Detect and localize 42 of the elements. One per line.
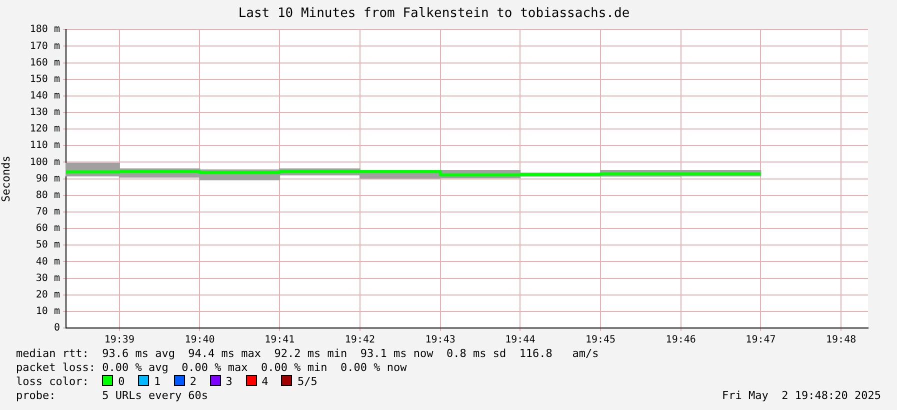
text: 5/5 — [297, 375, 318, 388]
text: loss color: — [16, 375, 90, 388]
text: 1 — [154, 375, 162, 388]
text: probe: 5 URLs every 60s — [16, 389, 208, 402]
text: 2 — [190, 375, 198, 388]
y-tick-label: 150 m — [30, 74, 60, 85]
x-tick-label: 19:40 — [184, 334, 215, 346]
y-tick-label: 170 m — [30, 40, 60, 52]
y-tick-label: 20 m — [36, 289, 60, 300]
y-tick-label: 10 m — [36, 306, 60, 318]
y-tick-label: 130 m — [30, 107, 60, 118]
x-tick-label: 19:45 — [585, 334, 616, 346]
x-tick-label: 19:48 — [826, 334, 856, 346]
y-tick-label: 70 m — [36, 206, 60, 218]
y-tick-label: 160 m — [30, 57, 60, 68]
text: Fri May 2 19:48:20 2025 — [722, 389, 881, 402]
x-tick-label: 19:39 — [104, 334, 134, 346]
x-tick-label: 19:44 — [505, 334, 536, 346]
y-tick-label: 40 m — [36, 256, 60, 268]
text: 0 — [118, 375, 126, 388]
x-tick-label: 19:43 — [425, 334, 456, 346]
text: packet loss: 0.00 % avg 0.00 % max 0.00 % min 0.00 % now — [16, 361, 407, 374]
y-tick-label: 140 m — [30, 90, 60, 102]
x-tick-label: 19:41 — [264, 334, 295, 346]
y-tick-label: 90 m — [36, 173, 60, 184]
y-tick-label: 50 m — [36, 240, 60, 251]
y-tick-label: 60 m — [36, 223, 60, 234]
x-tick-label: 19:46 — [666, 334, 696, 346]
chart-title: Last 10 Minutes from Falkenstein to tobiassachs.de — [238, 6, 630, 22]
y-tick-label: 120 m — [30, 124, 60, 135]
y-axis-title: Seconds — [0, 156, 12, 202]
text: 3 — [226, 375, 234, 388]
y-tick-label: 0 — [54, 322, 60, 334]
y-tick-label: 30 m — [36, 272, 60, 284]
text: median rtt: 93.6 ms avg 94.4 ms max 92.2 ms min 93.1 ms now 0.8 ms sd 116.8 am/s — [16, 347, 599, 360]
y-tick-label: 110 m — [30, 140, 60, 152]
y-tick-label: 80 m — [36, 190, 60, 201]
x-tick-label: 19:42 — [344, 334, 376, 346]
x-tick-label: 19:47 — [746, 334, 776, 346]
text: 4 — [262, 375, 270, 388]
y-tick-label: 180 m — [30, 24, 60, 36]
y-tick-label: 100 m — [30, 156, 60, 168]
